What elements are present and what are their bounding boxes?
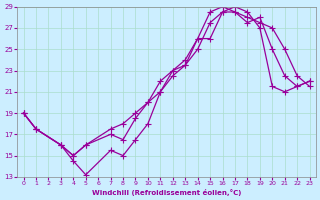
X-axis label: Windchill (Refroidissement éolien,°C): Windchill (Refroidissement éolien,°C) xyxy=(92,189,241,196)
